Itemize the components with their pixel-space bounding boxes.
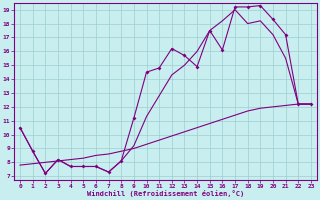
X-axis label: Windchill (Refroidissement éolien,°C): Windchill (Refroidissement éolien,°C): [87, 190, 244, 197]
